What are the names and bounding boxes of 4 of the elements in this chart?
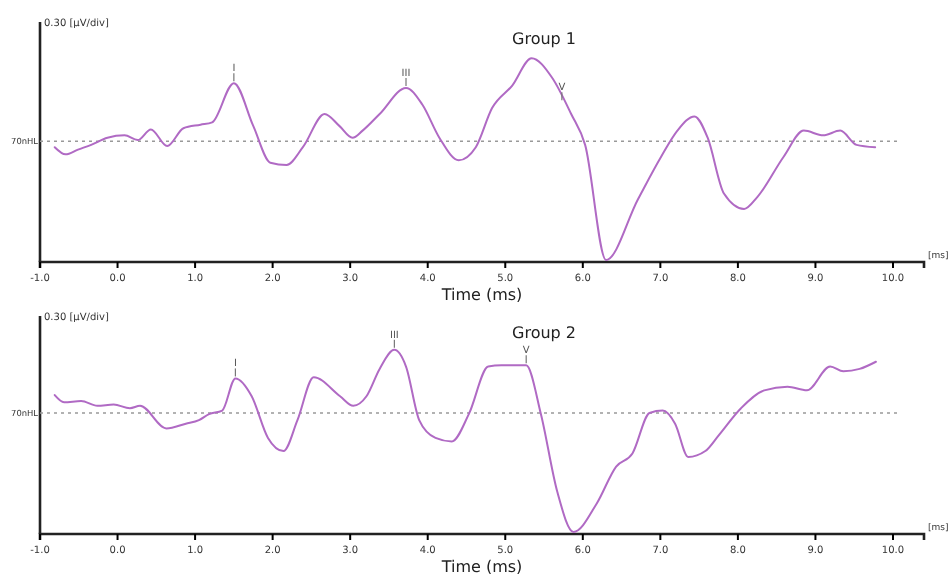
- x-axis-title: Time (ms): [439, 558, 523, 576]
- x-axis-title: Time (ms): [439, 286, 523, 304]
- chart-title: Group 2: [512, 324, 577, 342]
- chart-title: Group 1: [512, 30, 577, 48]
